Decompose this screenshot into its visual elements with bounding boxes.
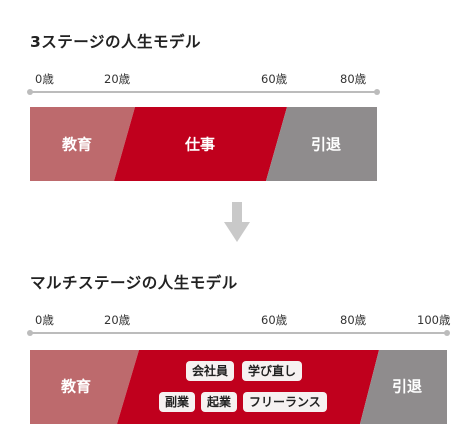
model1-segment-work — [114, 107, 287, 181]
model2-axis-end-dot — [444, 330, 450, 336]
model1-label-retirement: 引退 — [310, 135, 342, 154]
model2-segment-education — [30, 350, 139, 424]
model2-tick-60: 60歳 — [261, 313, 288, 327]
model2-label-retirement: 引退 — [391, 377, 423, 396]
model1-tick-0: 0歳 — [35, 72, 54, 86]
model1-axis-line — [30, 91, 377, 93]
model1-tick-80: 80歳 — [340, 72, 367, 86]
model1-bar — [30, 107, 377, 181]
model1-segment-retirement — [266, 107, 377, 181]
model2-label-education: 教育 — [60, 377, 92, 396]
model1-tick-20: 20歳 — [104, 72, 131, 86]
model1-tick-60: 60歳 — [261, 72, 288, 86]
tag-side-job: 副業 — [159, 392, 196, 412]
tag-company-employee: 会社員 — [186, 361, 235, 381]
model2-axis-line — [30, 332, 447, 334]
model2-title: マルチステージの人生モデル — [30, 274, 238, 292]
tag-relearning: 学び直し — [242, 361, 303, 381]
model1-label-work: 仕事 — [184, 135, 216, 154]
tag-freelance: フリーランス — [243, 392, 327, 412]
model2-tick-100: 100歳 — [417, 313, 451, 327]
model1-axis-end-dot — [374, 89, 380, 95]
model1-label-education: 教育 — [61, 135, 93, 154]
model1-segment-education — [30, 107, 135, 181]
model2-bar — [30, 350, 447, 424]
model1-title: 3ステージの人生モデル — [30, 33, 201, 51]
tag-startup: 起業 — [201, 392, 238, 412]
model2-tick-20: 20歳 — [104, 313, 131, 327]
model2-tick-0: 0歳 — [35, 313, 54, 327]
model2-segment-retirement — [360, 350, 447, 424]
down-arrow-icon — [224, 202, 250, 246]
model2-tick-80: 80歳 — [340, 313, 367, 327]
